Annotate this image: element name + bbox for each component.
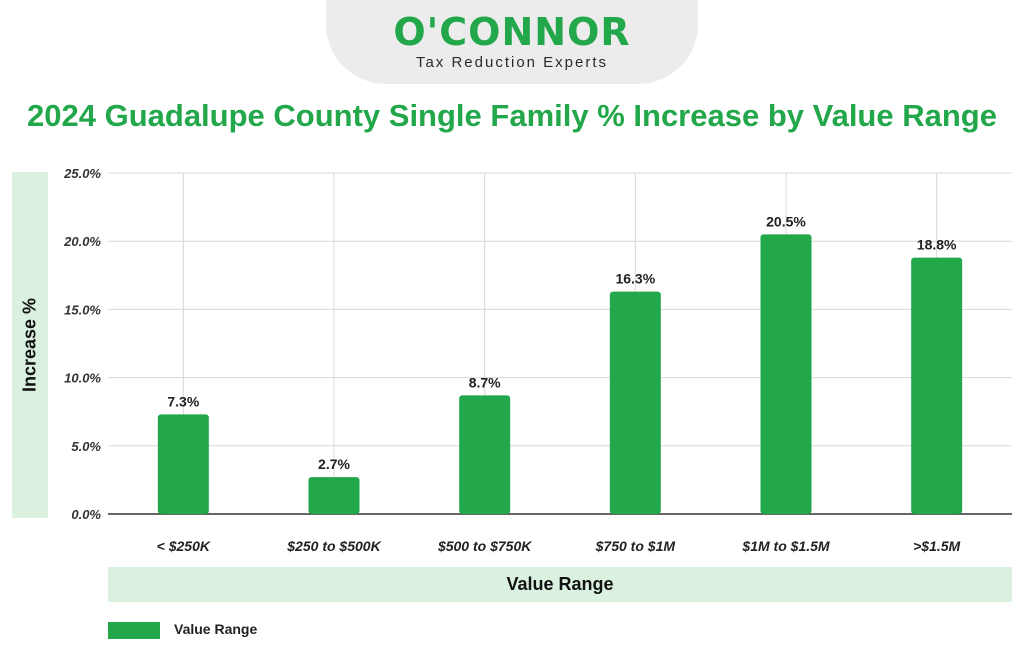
x-tick-label: >$1.5M bbox=[913, 538, 960, 554]
legend-swatch bbox=[108, 622, 160, 639]
x-tick-label: $750 to $1M bbox=[595, 538, 676, 554]
bar-value-label: 2.7% bbox=[318, 456, 350, 472]
chart-title: 2024 Guadalupe County Single Family % In… bbox=[27, 98, 997, 133]
bar bbox=[609, 291, 661, 514]
y-axis-label-band bbox=[12, 172, 48, 518]
x-tick-label: $1M to $1.5M bbox=[741, 538, 829, 554]
bar-value-label: 16.3% bbox=[615, 271, 655, 287]
logo-banner: O'CONNOR Tax Reduction Experts bbox=[326, 0, 698, 84]
bar bbox=[308, 477, 360, 514]
logo-wordmark: O'CONNOR bbox=[393, 10, 631, 54]
y-tick-label: 15.0% bbox=[64, 302, 101, 317]
y-tick-label: 0.0% bbox=[71, 507, 101, 522]
bar-value-label: 18.8% bbox=[917, 237, 957, 253]
y-tick-label: 10.0% bbox=[64, 371, 101, 386]
bar-value-label: 7.3% bbox=[167, 393, 199, 409]
x-tick-label: $250 to $500K bbox=[286, 538, 381, 554]
y-tick-label: 20.0% bbox=[63, 234, 101, 249]
bar-value-label: 8.7% bbox=[469, 374, 501, 390]
legend-label: Value Range bbox=[174, 621, 258, 637]
y-tick-label: 25.0% bbox=[63, 166, 101, 181]
logo-tagline: Tax Reduction Experts bbox=[415, 54, 609, 71]
bar bbox=[911, 257, 963, 514]
bar bbox=[157, 414, 209, 514]
x-tick-label: < $250K bbox=[157, 538, 211, 554]
bar-value-label: 20.5% bbox=[766, 213, 806, 229]
y-tick-label: 5.0% bbox=[71, 439, 101, 454]
x-axis-label: Value Range bbox=[108, 567, 1012, 602]
bar bbox=[760, 234, 812, 514]
x-tick-label: $500 to $750K bbox=[437, 538, 532, 554]
bar bbox=[459, 395, 511, 514]
